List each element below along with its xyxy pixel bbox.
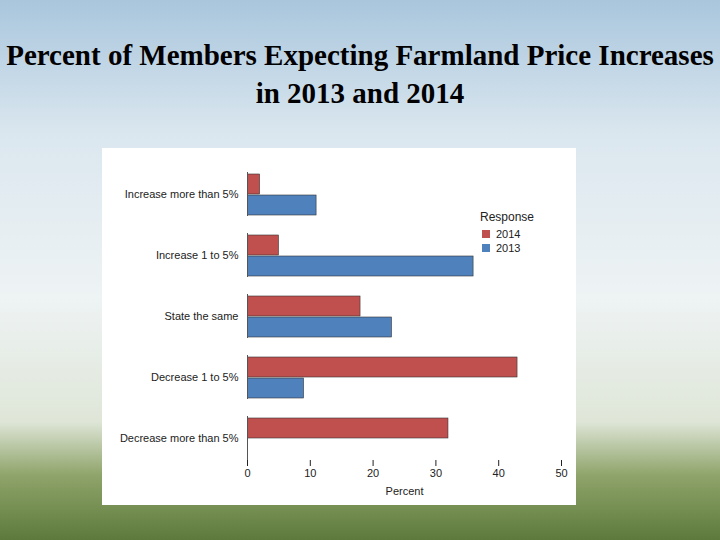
svg-text:Increase 1 to 5%: Increase 1 to 5% — [156, 249, 239, 261]
html-text:2014: 2014 — [496, 228, 521, 240]
html-text:2013: 2013 — [496, 242, 521, 254]
svg-text:20: 20 — [367, 467, 379, 479]
svg-text:Percent: Percent — [386, 485, 424, 497]
svg-text:0: 0 — [244, 467, 250, 479]
svg-text:Decrease 1 to 5%: Decrease 1 to 5% — [151, 371, 239, 383]
svg-text:30: 30 — [430, 467, 442, 479]
html-text:Percent of Members Expecting F: Percent of Members Expecting Farmland Pr… — [6, 39, 714, 109]
html-text:Response: Response — [480, 210, 534, 224]
svg-text:State the same: State the same — [165, 310, 239, 322]
svg-text:10: 10 — [304, 467, 316, 479]
svg-text:40: 40 — [493, 467, 505, 479]
svg-text:Increase more than 5%: Increase more than 5% — [125, 188, 239, 200]
svg-text:50: 50 — [555, 467, 567, 479]
svg-text:Decrease more than 5%: Decrease more than 5% — [120, 432, 239, 444]
